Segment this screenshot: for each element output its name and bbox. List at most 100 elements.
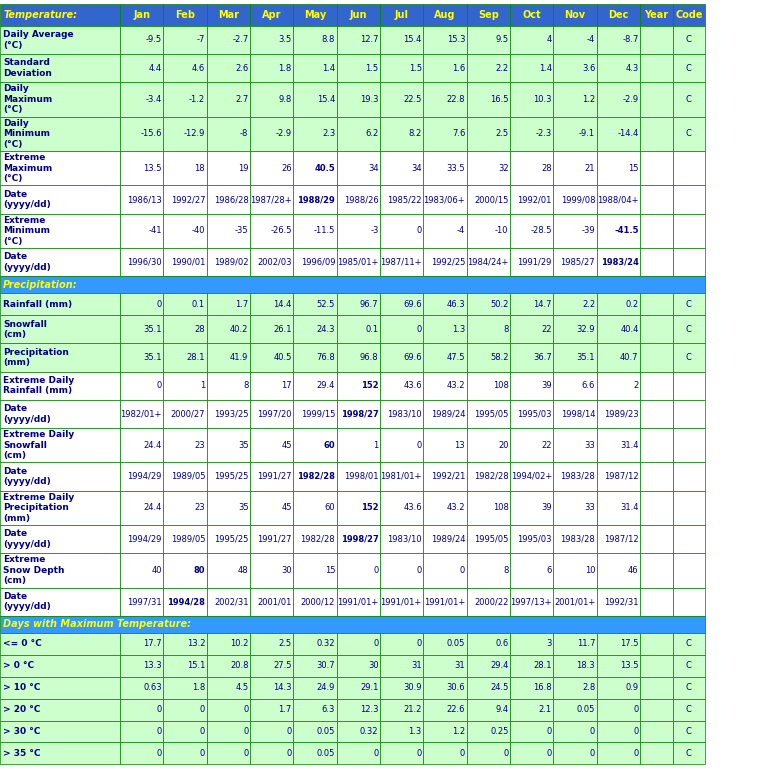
Bar: [673, 553, 705, 587]
Text: C: C: [686, 727, 692, 736]
Text: Daily Average
(°C): Daily Average (°C): [3, 30, 74, 50]
Bar: [467, 26, 510, 54]
Bar: [510, 721, 553, 743]
Text: 1989/24: 1989/24: [430, 534, 465, 544]
Text: 28: 28: [541, 164, 552, 172]
Bar: [120, 371, 163, 400]
Bar: [120, 721, 163, 743]
Bar: [120, 400, 163, 428]
Text: 19: 19: [238, 164, 248, 172]
Text: 1983/28: 1983/28: [560, 472, 595, 481]
Bar: [467, 677, 510, 699]
Text: 0: 0: [373, 566, 378, 575]
Text: 1987/12: 1987/12: [604, 472, 639, 481]
Text: Code: Code: [675, 10, 703, 20]
Text: 24.5: 24.5: [490, 683, 509, 692]
Text: -35: -35: [235, 226, 248, 236]
Bar: [467, 4, 510, 26]
Bar: [293, 343, 337, 371]
Bar: [0, 587, 120, 615]
Text: Jan: Jan: [133, 10, 150, 20]
Bar: [640, 463, 673, 491]
Bar: [293, 655, 337, 677]
Text: 96.8: 96.8: [360, 353, 378, 362]
Text: 13.3: 13.3: [143, 661, 162, 670]
Text: -3.4: -3.4: [146, 95, 162, 104]
Text: 0: 0: [416, 441, 422, 450]
Text: 0.2: 0.2: [625, 300, 639, 309]
Text: 80: 80: [194, 566, 205, 575]
Bar: [640, 26, 673, 54]
Bar: [553, 677, 597, 699]
Bar: [597, 116, 640, 151]
Bar: [163, 699, 207, 721]
Bar: [553, 315, 597, 343]
Text: 43.6: 43.6: [403, 503, 422, 512]
Bar: [597, 553, 640, 587]
Bar: [640, 699, 673, 721]
Text: 1.5: 1.5: [409, 63, 422, 73]
Bar: [673, 587, 705, 615]
Text: 30: 30: [368, 661, 378, 670]
Bar: [380, 721, 423, 743]
Bar: [510, 743, 553, 764]
Text: 1987/12: 1987/12: [604, 534, 639, 544]
Text: 8: 8: [243, 381, 248, 390]
Text: 33: 33: [584, 503, 595, 512]
Bar: [120, 151, 163, 186]
Text: 0.9: 0.9: [625, 683, 639, 692]
Bar: [380, 400, 423, 428]
Bar: [337, 293, 380, 315]
Text: 15.3: 15.3: [447, 35, 465, 44]
Bar: [467, 463, 510, 491]
Text: 17.7: 17.7: [143, 640, 162, 648]
Bar: [163, 655, 207, 677]
Text: 19.3: 19.3: [360, 95, 378, 104]
Text: 1.6: 1.6: [452, 63, 465, 73]
Text: -2.3: -2.3: [536, 129, 552, 138]
Text: Standard
Deviation: Standard Deviation: [3, 58, 52, 78]
Bar: [120, 54, 163, 82]
Text: 0: 0: [590, 727, 595, 736]
Bar: [510, 151, 553, 186]
Bar: [0, 721, 120, 743]
Text: 1999/08: 1999/08: [560, 195, 595, 204]
Bar: [423, 248, 467, 276]
Text: 0: 0: [416, 566, 422, 575]
Bar: [163, 525, 207, 553]
Text: Extreme
Snow Depth
(cm): Extreme Snow Depth (cm): [3, 555, 64, 585]
Bar: [163, 214, 207, 248]
Bar: [163, 371, 207, 400]
Bar: [640, 721, 673, 743]
Bar: [423, 633, 467, 655]
Bar: [0, 553, 120, 587]
Bar: [337, 677, 380, 699]
Text: 17.5: 17.5: [620, 640, 639, 648]
Text: 0: 0: [633, 705, 639, 714]
Text: 47.5: 47.5: [447, 353, 465, 362]
Bar: [380, 4, 423, 26]
Text: 1996/30: 1996/30: [127, 257, 162, 267]
Bar: [380, 743, 423, 764]
Bar: [0, 186, 120, 214]
Text: Dec: Dec: [608, 10, 628, 20]
Text: 12.3: 12.3: [360, 705, 378, 714]
Bar: [380, 553, 423, 587]
Text: 4.3: 4.3: [625, 63, 639, 73]
Bar: [207, 655, 250, 677]
Bar: [467, 491, 510, 525]
Bar: [207, 26, 250, 54]
Text: -12.9: -12.9: [183, 129, 205, 138]
Bar: [293, 587, 337, 615]
Bar: [293, 293, 337, 315]
Bar: [673, 677, 705, 699]
Text: 1992/27: 1992/27: [170, 195, 205, 204]
Bar: [510, 633, 553, 655]
Bar: [0, 525, 120, 553]
Text: 4: 4: [546, 35, 552, 44]
Bar: [423, 587, 467, 615]
Bar: [207, 525, 250, 553]
Bar: [553, 343, 597, 371]
Text: 0: 0: [286, 727, 292, 736]
Bar: [163, 54, 207, 82]
